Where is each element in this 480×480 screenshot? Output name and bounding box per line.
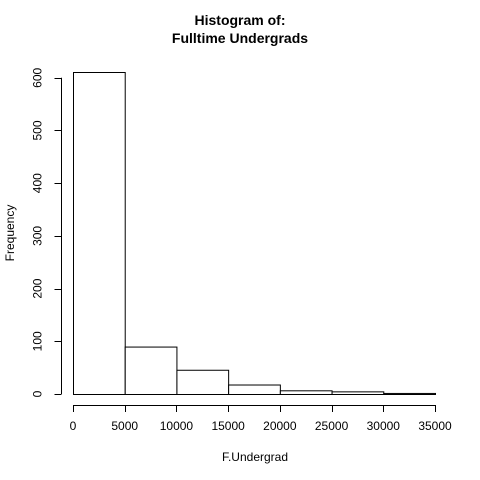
x-tick-label-4: 20000 bbox=[263, 419, 297, 433]
x-tick-label-0: 0 bbox=[70, 419, 77, 433]
histogram-bar-1 bbox=[125, 347, 177, 394]
x-axis-label: F.Undergrad bbox=[0, 450, 480, 464]
x-tick-label-5: 25000 bbox=[315, 419, 349, 433]
x-tick-label-3: 15000 bbox=[211, 419, 245, 433]
y-tick-label-6: 600 bbox=[31, 67, 45, 87]
histogram-bar-4 bbox=[280, 391, 332, 395]
y-tick-label-4: 400 bbox=[31, 173, 45, 193]
histogram-bar-2 bbox=[177, 370, 229, 394]
y-axis-label: Frequency bbox=[3, 205, 17, 262]
y-tick-label-1: 100 bbox=[31, 331, 45, 351]
y-tick-label-5: 500 bbox=[31, 120, 45, 140]
y-tick-label-3: 300 bbox=[31, 226, 45, 246]
histogram-bar-6 bbox=[384, 393, 436, 394]
y-tick-label-0: 0 bbox=[31, 390, 45, 397]
x-tick-label-2: 10000 bbox=[160, 419, 194, 433]
histogram-bar-3 bbox=[229, 385, 281, 394]
x-tick-label-6: 30000 bbox=[367, 419, 401, 433]
histogram-bar-0 bbox=[74, 73, 126, 395]
x-tick-label-7: 35000 bbox=[418, 419, 452, 433]
histogram-bar-5 bbox=[332, 392, 384, 395]
y-tick-label-2: 200 bbox=[31, 278, 45, 298]
x-tick-label-1: 5000 bbox=[111, 419, 138, 433]
